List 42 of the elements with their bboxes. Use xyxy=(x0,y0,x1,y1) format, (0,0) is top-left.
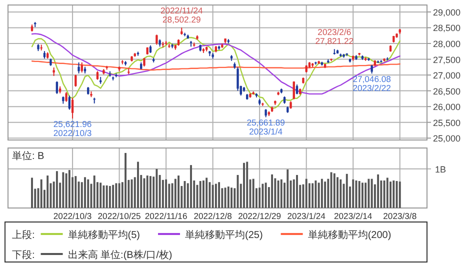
legend-label: 単純移動平均(25) xyxy=(185,229,263,241)
candlestick xyxy=(296,84,298,95)
candlestick xyxy=(68,95,71,110)
y-tick-label: 29,000 xyxy=(433,7,461,18)
y-tick-label: 26,000 xyxy=(433,102,461,112)
legend-label: 出来高 単位:(B株/口/枚) xyxy=(68,249,172,261)
candlestick xyxy=(78,62,80,74)
y-tick-label: 27,500 xyxy=(433,54,461,65)
x-tick-label: 2023/1/24 xyxy=(287,211,326,221)
y-tick-label: 25,000 xyxy=(433,134,461,144)
line-series xyxy=(31,36,400,110)
annotation: 27,046.08 2023/2/22 xyxy=(352,74,392,94)
y-tick-label: 28,500 xyxy=(433,23,461,34)
legend-label: 単純移動平均(5) xyxy=(68,229,140,241)
candlestick xyxy=(292,80,295,100)
y-tick-label: 28,000 xyxy=(433,38,461,49)
annotation: 単位: B xyxy=(12,150,45,162)
candlestick xyxy=(65,92,68,102)
y-tick-label: 26,500 xyxy=(433,86,461,96)
x-tick-label: 2023/3/8 xyxy=(383,211,417,221)
line-series xyxy=(31,60,400,71)
x-tick-label: 2022/12/29 xyxy=(238,211,282,221)
ref-line-label: 1B xyxy=(435,164,446,174)
legend-title: 下段: xyxy=(12,249,35,261)
candlestick xyxy=(56,80,58,94)
candlestick xyxy=(156,34,158,46)
legend-title: 上段: xyxy=(12,229,35,241)
annotation: 25,621.96 2022/10/3 xyxy=(53,118,92,138)
legend-label: 単純移動平均(200) xyxy=(308,229,392,241)
y-tick-label: 27,000 xyxy=(433,70,461,81)
annotation: 2023/2/6 27,821.22 xyxy=(315,27,354,46)
annotation: 25,661.89 2023/1/4 xyxy=(246,118,286,137)
annotation: 2022/11/24 28,502.29 xyxy=(160,6,204,25)
x-tick-label: 2022/12/8 xyxy=(194,211,232,221)
x-tick-label: 2023/2/14 xyxy=(334,211,372,221)
candlestick xyxy=(80,62,83,73)
x-tick-label: 2022/10/3 xyxy=(53,211,92,221)
x-tick-label: 2022/11/16 xyxy=(144,211,188,221)
candlestick xyxy=(236,66,239,92)
x-tick-label: 2022/10/25 xyxy=(98,211,142,221)
y-tick-label: 25,500 xyxy=(433,118,461,128)
candlestick xyxy=(71,97,74,119)
